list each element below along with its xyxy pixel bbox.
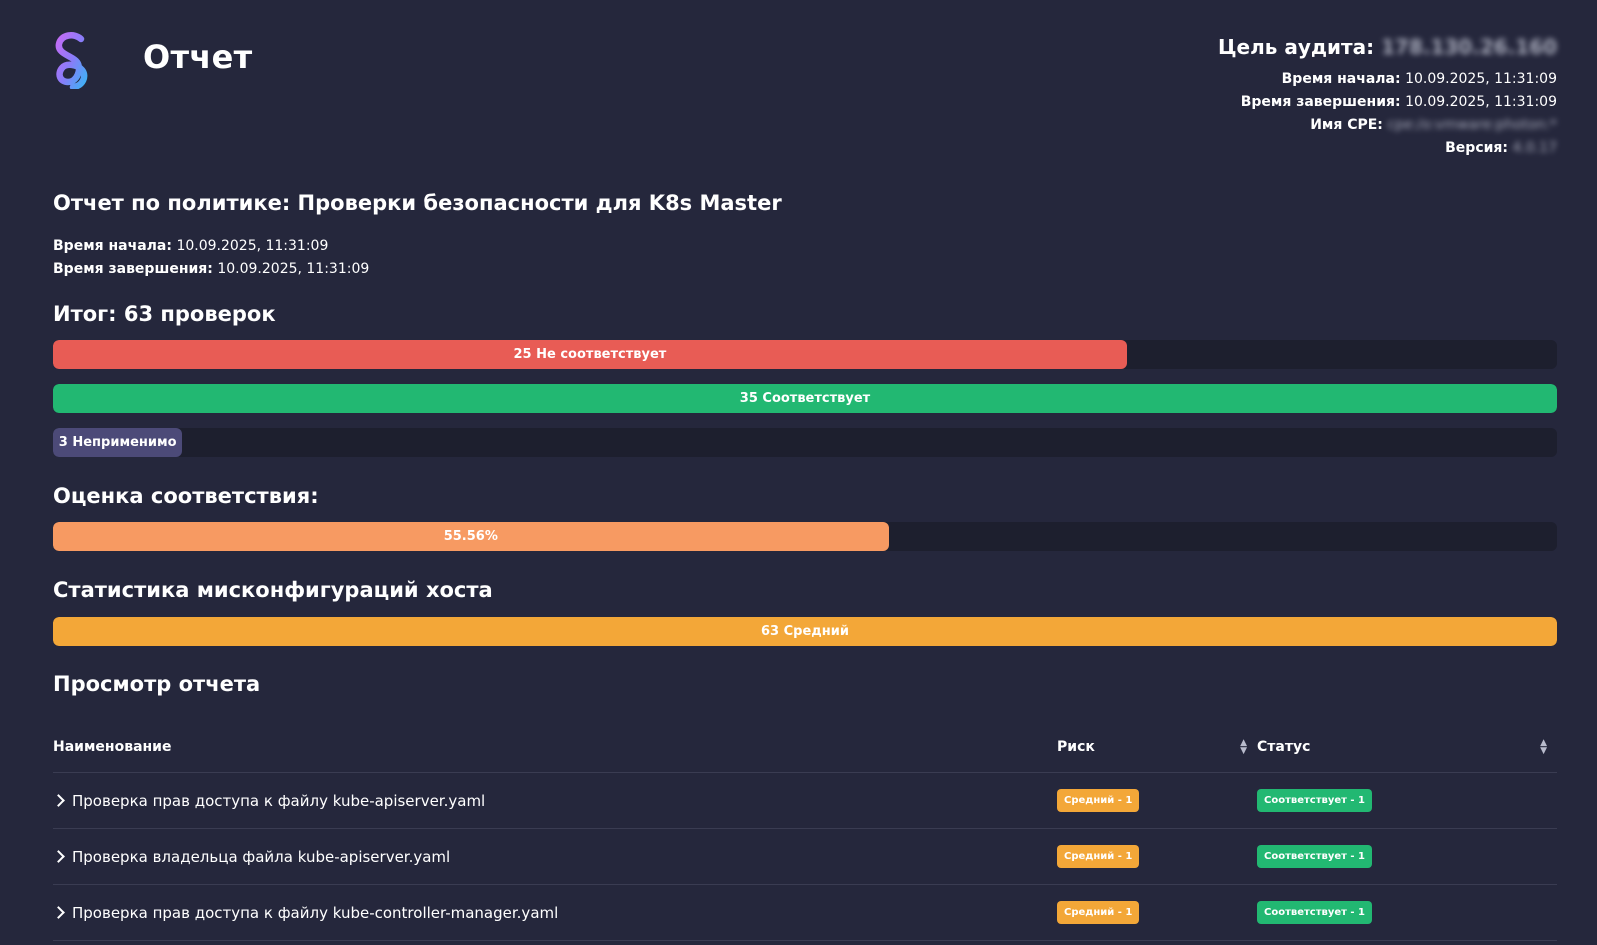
row-risk-cell: Средний - 1 xyxy=(1057,789,1257,812)
row-name: Проверка прав доступа к файлу kube-contr… xyxy=(72,903,559,922)
risk-badge: Средний - 1 xyxy=(1057,901,1140,924)
misconfig-heading: Статистика мисконфигураций хоста xyxy=(53,578,493,602)
table-row[interactable]: Проверка владельца файла kube-apiserver.… xyxy=(52,829,1557,885)
misconfig-bar-label: 63 Средний xyxy=(761,624,849,639)
audit-target-value: 178.130.26.160 xyxy=(1381,35,1557,59)
summary-heading: Итог: 63 проверок xyxy=(53,302,276,326)
policy-meta: Время начала: 10.09.2025, 11:31:09 Время… xyxy=(53,235,369,281)
status-badge: Соответствует - 1 xyxy=(1257,901,1373,924)
row-risk-cell: Средний - 1 xyxy=(1057,901,1257,924)
misconfig-bar-fill: 63 Средний xyxy=(53,617,1557,646)
row-name: Проверка владельца файла kube-apiserver.… xyxy=(72,847,451,866)
report-table: Наименование Риск ▲ ▼ Статус ▲ ▼ Проверка … xyxy=(52,722,1557,941)
audit-target-label: Цель аудита: xyxy=(1217,35,1375,59)
compliant-bar-label: 35 Соответствует xyxy=(739,391,871,406)
policy-title: Отчет по политике: Проверки безопасности… xyxy=(53,191,782,215)
column-header-risk[interactable]: Риск ▲ ▼ xyxy=(1057,738,1257,756)
compliance-bar: 55.56% xyxy=(53,522,1557,551)
row-status-cell: Соответствует - 1 xyxy=(1257,845,1557,868)
chevron-right-icon[interactable] xyxy=(52,906,65,919)
audit-cpe: Имя CPE: cpe:/o:vmware:photon:* xyxy=(1218,114,1557,137)
policy-start-time: Время начала: 10.09.2025, 11:31:09 xyxy=(53,235,369,258)
status-badge: Соответствует - 1 xyxy=(1257,789,1373,812)
policy-end-time: Время завершения: 10.09.2025, 11:31:09 xyxy=(53,258,369,281)
audit-info: Цель аудита: 178.130.26.160 Время начала… xyxy=(1218,32,1557,160)
audit-end-label: Время завершения: xyxy=(1240,94,1401,110)
audit-version: Версия: 4.0.17 xyxy=(1218,137,1557,160)
audit-cpe-value: cpe:/o:vmware:photon:* xyxy=(1387,117,1557,133)
row-name-cell: Проверка владельца файла kube-apiserver.… xyxy=(52,847,1057,866)
audit-start-time: Время начала: 10.09.2025, 11:31:09 xyxy=(1218,68,1557,91)
chevron-right-icon[interactable] xyxy=(52,850,65,863)
policy-end-label: Время завершения: xyxy=(53,261,213,277)
risk-badge: Средний - 1 xyxy=(1057,789,1140,812)
sort-icon[interactable]: ▲ ▼ xyxy=(1240,738,1247,756)
policy-start-value: 10.09.2025, 11:31:09 xyxy=(176,238,329,254)
audit-version-label: Версия: xyxy=(1445,140,1509,156)
policy-start-label: Время начала: xyxy=(53,238,172,254)
not-applicable-bar-label: 3 Неприменимо xyxy=(58,435,177,450)
column-header-risk-label: Риск xyxy=(1057,739,1095,755)
app-logo-icon xyxy=(55,32,88,89)
compliance-heading: Оценка соответствия: xyxy=(53,484,319,508)
compliance-bar-label: 55.56% xyxy=(443,529,498,544)
row-name-cell: Проверка прав доступа к файлу kube-apise… xyxy=(52,791,1057,810)
audit-end-time: Время завершения: 10.09.2025, 11:31:09 xyxy=(1218,91,1557,114)
compliance-bar-fill: 55.56% xyxy=(53,522,889,551)
audit-target: Цель аудита: 178.130.26.160 xyxy=(1218,32,1557,62)
audit-start-value: 10.09.2025, 11:31:09 xyxy=(1405,71,1557,87)
audit-version-value: 4.0.17 xyxy=(1512,140,1557,156)
audit-cpe-label: Имя CPE: xyxy=(1310,117,1383,133)
audit-start-label: Время начала: xyxy=(1281,71,1401,87)
compliant-bar: 35 Соответствует xyxy=(53,384,1557,413)
row-status-cell: Соответствует - 1 xyxy=(1257,789,1557,812)
table-row[interactable]: Проверка прав доступа к файлу kube-contr… xyxy=(52,885,1557,941)
risk-badge: Средний - 1 xyxy=(1057,845,1140,868)
misconfig-bar: 63 Средний xyxy=(53,617,1557,646)
chevron-right-icon[interactable] xyxy=(52,794,65,807)
not-applicable-bar-fill: 3 Неприменимо xyxy=(53,428,183,457)
policy-end-value: 10.09.2025, 11:31:09 xyxy=(217,261,370,277)
table-header: Наименование Риск ▲ ▼ Статус ▲ ▼ xyxy=(53,722,1557,773)
noncompliant-bar: 25 Не соответствует xyxy=(53,340,1557,369)
noncompliant-bar-fill: 25 Не соответствует xyxy=(53,340,1127,369)
column-header-status[interactable]: Статус ▲ ▼ xyxy=(1257,738,1557,756)
row-name-cell: Проверка прав доступа к файлу kube-contr… xyxy=(52,903,1057,922)
row-risk-cell: Средний - 1 xyxy=(1057,845,1257,868)
status-badge: Соответствует - 1 xyxy=(1257,845,1373,868)
report-view-heading: Просмотр отчета xyxy=(53,672,261,696)
noncompliant-bar-label: 25 Не соответствует xyxy=(513,347,667,362)
row-status-cell: Соответствует - 1 xyxy=(1257,901,1557,924)
column-header-name[interactable]: Наименование xyxy=(53,739,172,755)
column-header-status-label: Статус xyxy=(1257,739,1311,755)
page-title: Отчет xyxy=(143,38,253,76)
compliant-bar-fill: 35 Соответствует xyxy=(53,384,1557,413)
not-applicable-bar: 3 Неприменимо xyxy=(53,428,1557,457)
sort-icon[interactable]: ▲ ▼ xyxy=(1540,738,1547,756)
audit-end-value: 10.09.2025, 11:31:09 xyxy=(1405,94,1557,110)
row-name: Проверка прав доступа к файлу kube-apise… xyxy=(72,791,486,810)
table-row[interactable]: Проверка прав доступа к файлу kube-apise… xyxy=(52,773,1557,829)
